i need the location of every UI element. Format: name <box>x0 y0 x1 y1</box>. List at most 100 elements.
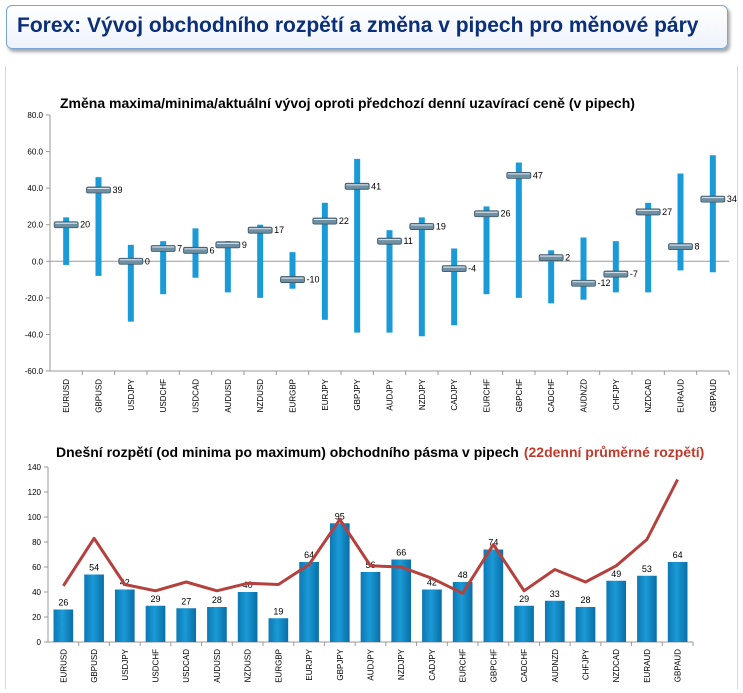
range-bar <box>422 589 442 642</box>
chart2-y-tick-label: 140 <box>28 463 42 472</box>
page-header: Forex: Vývoj obchodního rozpětí a změna … <box>6 5 728 49</box>
range-bar <box>299 562 319 642</box>
chart2-category-label: AUDJPY <box>367 648 376 680</box>
bar-value-label: 42 <box>427 578 437 588</box>
range-bar <box>544 600 565 642</box>
range-bar <box>645 202 652 293</box>
chart1-category-label: CADCHF <box>547 379 556 412</box>
range-bar <box>360 572 381 642</box>
chart2-y-tick-label: 100 <box>28 513 42 522</box>
chart1-category-label: NZDCAD <box>644 379 653 413</box>
chart1-category-label: EURAUD <box>677 379 686 413</box>
range-bar <box>606 580 627 642</box>
chart1-category-label: NZDUSD <box>256 379 265 413</box>
range-bar <box>548 250 555 304</box>
chart1-category-label: USDJPY <box>127 378 136 410</box>
chart1-category-label: USDCAD <box>192 379 201 413</box>
current-value-label: 8 <box>695 242 700 252</box>
chart1-category-label: GBPAUD <box>709 379 718 412</box>
current-value-label: 41 <box>371 181 381 191</box>
page-title: Forex: Vývoj obchodního rozpětí a změna … <box>17 14 699 37</box>
range-bar <box>612 241 619 293</box>
chart1-category-label: EURJPY <box>321 378 330 410</box>
chart2-category-label: CADCHF <box>520 649 529 682</box>
range-bar <box>176 608 197 642</box>
range-bar <box>451 248 458 326</box>
current-value-label: 22 <box>339 216 349 226</box>
chart2-category-label: GBPJPY <box>336 648 345 680</box>
chart2-y-tick-label: 80 <box>32 538 41 547</box>
chart1-category-label: GBPCHF <box>515 379 524 412</box>
range-bar <box>483 206 490 295</box>
range-bar <box>575 607 596 642</box>
range-bar <box>63 217 70 265</box>
chart1-category-label: CADJPY <box>450 378 459 410</box>
range-bar <box>289 252 296 289</box>
bar-value-label: 95 <box>335 511 345 521</box>
chart2-category-label: CADJPY <box>428 648 437 680</box>
chart1-category-label: NZDJPY <box>418 378 427 410</box>
current-value-label: 0 <box>145 256 150 266</box>
bar-value-label: 54 <box>89 563 99 573</box>
bar-value-label: 49 <box>611 569 621 579</box>
chart1-y-tick-label: 40.0 <box>27 184 43 193</box>
chart2-title-main: Dnešní rozpětí (od minima po maximum) ob… <box>56 444 519 460</box>
current-value-label: 39 <box>113 185 123 195</box>
current-value-label: 34 <box>727 194 737 204</box>
range-bar <box>114 589 135 642</box>
range-bar <box>667 562 688 642</box>
chart2-category-label: CHFJPY <box>582 648 591 680</box>
chart1-category-label: EURCHF <box>483 379 492 412</box>
chart2-category-label: NZDJPY <box>397 648 406 680</box>
chart2-category-label: USDJPY <box>121 648 130 680</box>
average-range-line <box>62 478 679 595</box>
range-bar <box>84 574 104 642</box>
range-bar <box>237 592 258 642</box>
chart1-category-label: AUDUSD <box>224 379 233 413</box>
chart2-title: Dnešní rozpětí (od minima po maximum) ob… <box>56 444 704 460</box>
range-bar <box>391 559 412 642</box>
chart2-category-label: EURAUD <box>643 649 652 683</box>
current-value-label: 7 <box>177 243 182 253</box>
chart1-category-label: CHFJPY <box>612 378 621 410</box>
chart1-category-label: AUDJPY <box>386 378 395 410</box>
chart2-y-tick-label: 120 <box>28 488 42 497</box>
range-bar <box>160 241 167 295</box>
bar-value-label: 26 <box>58 598 68 608</box>
chart1-category-label: AUDNZD <box>580 379 589 413</box>
range-bar <box>257 224 264 298</box>
charts-panel <box>5 66 738 689</box>
chart2-category-label: EURGBP <box>274 649 283 683</box>
chart2-category-label: NZDCAD <box>612 649 621 683</box>
bar-value-label: 53 <box>642 564 652 574</box>
bar-value-label: 74 <box>488 538 498 548</box>
range-bar <box>709 155 716 273</box>
chart2-category-label: AUDNZD <box>551 649 560 683</box>
bar-value-label: 40 <box>243 580 253 590</box>
range-bar <box>514 605 534 642</box>
chart1-category-label: GBPUSD <box>95 379 104 413</box>
bar-value-label: 64 <box>673 550 683 560</box>
range-bar <box>95 177 102 276</box>
range-bar <box>329 523 350 642</box>
range-bar <box>580 237 587 300</box>
current-value-label: 17 <box>274 225 284 235</box>
range-bar <box>637 575 657 642</box>
range-bar <box>321 202 328 320</box>
bar-value-label: 29 <box>519 594 529 604</box>
range-bar <box>354 158 361 333</box>
current-value-label: 20 <box>80 220 90 230</box>
chart2-category-label: NZDUSD <box>244 649 253 683</box>
chart2-category-label: EURUSD <box>59 649 68 683</box>
chart2-y-tick-label: 40 <box>32 588 41 597</box>
chart2-y-tick-label: 20 <box>32 613 41 622</box>
chart2-category-label: AUDUSD <box>213 649 222 683</box>
chart1-category-label: EURUSD <box>62 379 71 413</box>
chart2-category-label: USDCAD <box>182 649 191 683</box>
range-bar <box>452 582 473 642</box>
range-bar <box>418 217 425 337</box>
chart1-y-tick-label: -60.0 <box>25 367 44 376</box>
range-bar <box>515 162 522 298</box>
